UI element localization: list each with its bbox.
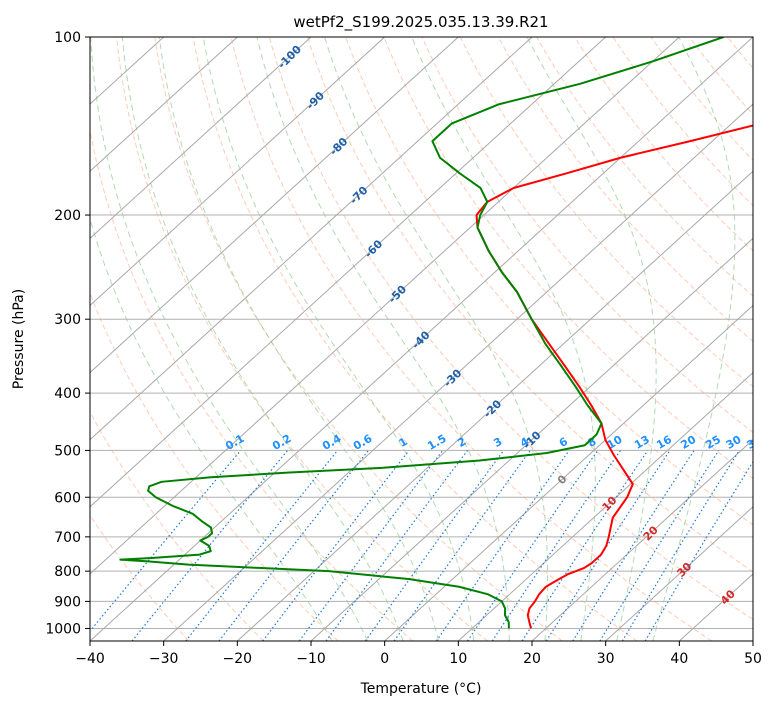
isotherm-line <box>163 103 753 641</box>
moist-adiabat-line <box>256 37 510 641</box>
x-tick-label: 50 <box>744 651 762 667</box>
mixing-ratio-line <box>131 450 289 641</box>
isotherm-line <box>90 37 680 575</box>
dry-adiabat-line <box>90 514 190 641</box>
dry-adiabat-line <box>116 37 488 641</box>
mixing-ratio-line <box>298 450 444 641</box>
mixing-ratio-line <box>521 450 649 641</box>
dry-adiabat-line <box>345 37 753 526</box>
mixing-ratio-line <box>621 450 740 641</box>
mixing-ratio-line <box>185 450 339 641</box>
y-tick-label: 200 <box>54 208 81 224</box>
moist-adiabat-line <box>652 37 736 641</box>
moist-adiabat-line <box>202 37 475 641</box>
dry-adiabat-line <box>650 37 753 161</box>
dry-adiabat-line <box>536 37 753 297</box>
y-tick-label: 400 <box>54 386 81 402</box>
isotherm-line <box>90 37 386 307</box>
moist-adiabat-line <box>90 217 333 641</box>
y-tick-label: 100 <box>54 30 81 46</box>
x-tick-label: −40 <box>75 651 105 667</box>
isotherm-line <box>310 237 753 641</box>
dry-adiabat-line <box>459 37 753 388</box>
moist-adiabat-line <box>90 37 369 641</box>
mixing-ratio-label: 36 <box>744 433 764 452</box>
isotherm-line <box>457 371 753 641</box>
moist-adiabat-line <box>411 37 596 641</box>
y-tick-label: 800 <box>54 564 81 580</box>
plot-frame <box>89 36 754 642</box>
x-tick-label: 30 <box>597 651 615 667</box>
dry-adiabat-line <box>230 37 712 641</box>
x-tick-label: −10 <box>296 651 326 667</box>
moist-adiabat-line <box>158 37 439 641</box>
isotherm-line <box>90 37 238 172</box>
dry-adiabat-line <box>192 37 638 641</box>
isotherm-line <box>90 37 607 508</box>
x-axis: −40 −30 −20 −10 0 10 20 30 40 50 <box>75 641 762 667</box>
x-tick-label: 20 <box>523 651 541 667</box>
background-lines <box>90 37 775 641</box>
isotherm-line <box>384 304 753 641</box>
x-axis-label: Temperature (°C) <box>360 681 482 697</box>
mixing-ratio-line <box>393 450 531 641</box>
dry-adiabat-line <box>90 292 339 641</box>
dry-adiabat-line <box>421 37 753 434</box>
dry-adiabat-line <box>574 37 753 252</box>
dry-adiabat-line <box>268 37 753 621</box>
y-tick-label: 500 <box>54 443 81 459</box>
mixing-ratio-line <box>467 450 599 641</box>
y-tick-label: 600 <box>54 490 81 506</box>
mixing-ratio-line <box>491 450 621 641</box>
dewpoint-profile-line <box>119 37 724 629</box>
y-axis-label: Pressure (hPa) <box>11 289 27 389</box>
y-axis: 100 200 300 400 500 600 700 800 900 1000 <box>45 30 90 637</box>
isotherm-line <box>90 37 533 441</box>
mixing-ratio-line <box>364 450 505 641</box>
dry-adiabat-line <box>766 37 775 641</box>
y-tick-label: 900 <box>54 594 81 610</box>
isotherm-line <box>605 506 753 641</box>
isotherm-line <box>752 640 753 641</box>
moist-adiabat-line <box>324 37 549 641</box>
x-tick-label: 10 <box>449 651 467 667</box>
isotherm-line <box>236 170 753 641</box>
profiles <box>119 37 753 629</box>
y-tick-label: 300 <box>54 312 81 328</box>
mixing-ratio-line <box>435 450 570 641</box>
isotherm-line <box>90 37 459 374</box>
x-tick-label: −30 <box>149 651 179 667</box>
mixing-ratio-line <box>90 450 242 633</box>
isotherm-line <box>531 438 753 641</box>
x-tick-label: 40 <box>670 651 688 667</box>
chart-title: wetPf2_S199.2025.035.13.39.R21 <box>293 13 548 32</box>
mixing-ratio-line <box>325 450 469 641</box>
x-tick-label: 0 <box>380 651 389 667</box>
moist-adiabat-line <box>121 37 404 641</box>
y-tick-label: 700 <box>54 530 81 546</box>
mixing-ratio-line <box>599 450 720 641</box>
isotherm-line <box>90 37 312 240</box>
y-tick-label: 1000 <box>45 621 81 637</box>
x-tick-label: −20 <box>223 651 253 667</box>
mixing-ratio-line <box>262 450 410 641</box>
dry-adiabat-line <box>497 37 753 343</box>
dry-adiabat-line <box>90 128 414 641</box>
mixing-ratio-line <box>545 450 671 641</box>
